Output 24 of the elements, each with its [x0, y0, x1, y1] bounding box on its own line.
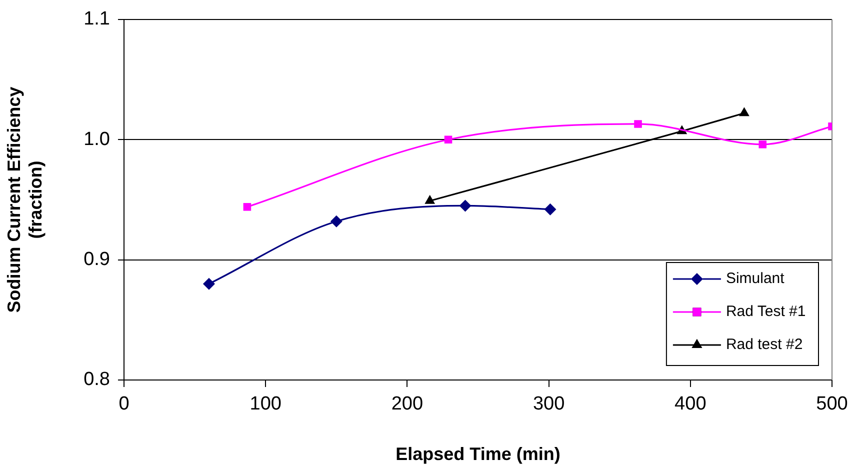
point — [330, 215, 342, 228]
point — [634, 120, 642, 128]
x-tick-label: 0 — [118, 394, 130, 415]
legend-label: Rad Test #1 — [726, 303, 806, 320]
point — [459, 200, 472, 212]
x-tick-label: 300 — [532, 394, 565, 415]
point — [444, 136, 452, 144]
x-tick-label: 100 — [250, 394, 282, 415]
point — [243, 203, 252, 211]
y-tick-label: 0.9 — [84, 249, 110, 270]
y-tick-label: 1.1 — [84, 8, 110, 30]
legend-label: Simulant — [726, 270, 786, 288]
x-axis-title: Elapsed Time (min) — [396, 444, 560, 464]
x-tick-label: 200 — [391, 394, 424, 415]
point — [202, 278, 215, 290]
y-tick-label: 0.8 — [84, 369, 110, 390]
point — [758, 140, 767, 148]
y-tick-label: 1.0 — [84, 128, 110, 150]
x-tick-label: 400 — [674, 394, 706, 415]
legend-label: Rad test #2 — [726, 336, 803, 354]
point — [739, 107, 750, 116]
point — [544, 203, 556, 216]
x-tick-label: 500 — [816, 394, 848, 415]
y-axis-title: Sodium Current Efficiency (fraction) — [4, 86, 46, 313]
